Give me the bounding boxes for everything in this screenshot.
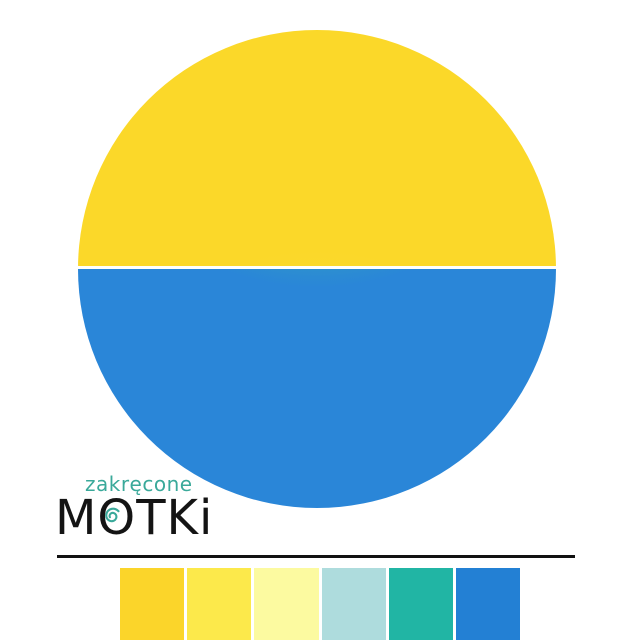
artwork-horizontal-divider — [78, 266, 556, 269]
swatch-pale-yellow — [254, 568, 319, 640]
swatch-pale-aqua — [321, 568, 386, 640]
artwork-bottom-hemisphere — [78, 269, 556, 508]
brand-logo: zakręcone MOTKi — [55, 472, 275, 546]
palette-separator-rule — [57, 555, 575, 558]
swatch-teal — [388, 568, 453, 640]
logo-wordmark: MOTKi — [55, 490, 214, 546]
spiral-swirl-icon — [105, 507, 120, 523]
artwork-top-hemisphere — [78, 30, 556, 269]
swatch-bright-yellow — [187, 568, 252, 640]
color-palette — [120, 568, 521, 640]
gradient-circle-artwork — [78, 30, 556, 508]
logo-tagline: zakręcone — [85, 472, 193, 496]
artwork-top-gradient — [78, 30, 556, 269]
swatch-golden-yellow — [120, 568, 185, 640]
swatch-blue — [455, 568, 521, 640]
